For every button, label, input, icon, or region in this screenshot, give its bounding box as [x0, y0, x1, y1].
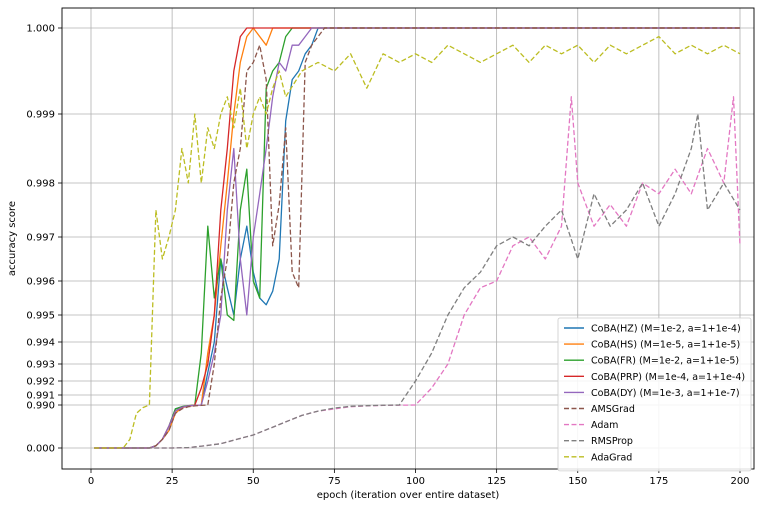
y-tick-label: 0.000	[26, 444, 55, 455]
y-tick-label: 0.994	[26, 338, 55, 349]
y-tick-label: 0.993	[26, 360, 55, 371]
x-tick-label: 0	[88, 476, 94, 487]
series-lines	[94, 27, 741, 449]
legend-label: Adam	[591, 420, 618, 431]
legend-label: CoBA(PRP) (M=1e-4, a=1+1e-4)	[591, 372, 745, 383]
legend-label: CoBA(DY) (M=1e-3, a=1+1e-7)	[591, 388, 740, 399]
legend-label: RMSProp	[591, 436, 633, 447]
y-tick-label: 1.000	[26, 24, 55, 35]
x-tick-label: 125	[487, 476, 506, 487]
x-tick-label: 75	[328, 476, 341, 487]
y-tick-label: 0.990	[26, 401, 55, 412]
legend-label: CoBA(FR) (M=1e-2, a=1+1e-5)	[591, 356, 739, 367]
y-tick-label: 0.995	[26, 311, 55, 322]
series-line-8	[94, 35, 741, 449]
y-tick-label: 0.998	[26, 179, 55, 190]
plot-frame	[61, 7, 755, 470]
legend-label: CoBA(HS) (M=1e-5, a=1+1e-5)	[591, 340, 740, 351]
y-tick-label: 0.999	[26, 110, 55, 121]
legend-box	[557, 317, 752, 472]
x-tick-label: 175	[649, 476, 668, 487]
legend-label: CoBA(HZ) (M=1e-2, a=1+1e-4)	[591, 324, 741, 335]
series-line-7	[94, 113, 741, 449]
legend: CoBA(HZ) (M=1e-2, a=1+1e-4) CoBA(HS) (M=1…	[557, 317, 752, 472]
x-axis-label: epoch (iteration over entire dataset)	[317, 490, 500, 501]
y-tick-label: 0.996	[26, 277, 55, 288]
y-tick-label: 0.997	[26, 233, 55, 244]
y-tick-label: 0.992	[26, 377, 55, 388]
x-tick-label: 50	[247, 476, 260, 487]
x-tick-label: 200	[730, 476, 749, 487]
legend-label: AdaGrad	[591, 452, 632, 463]
x-tick-label: 150	[568, 476, 587, 487]
x-tick-label: 100	[406, 476, 425, 487]
y-tick-label: 0.991	[26, 391, 55, 402]
series-line-4	[94, 27, 740, 449]
legend-label: AMSGrad	[591, 404, 635, 415]
y-axis-label: accuracy score	[7, 201, 18, 276]
x-tick-label: 25	[166, 476, 179, 487]
